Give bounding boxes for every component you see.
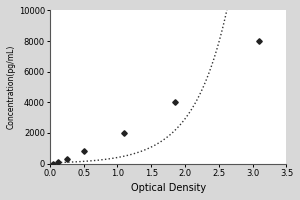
X-axis label: Optical Density: Optical Density [130, 183, 206, 193]
Y-axis label: Concentration(pg/mL): Concentration(pg/mL) [7, 45, 16, 129]
